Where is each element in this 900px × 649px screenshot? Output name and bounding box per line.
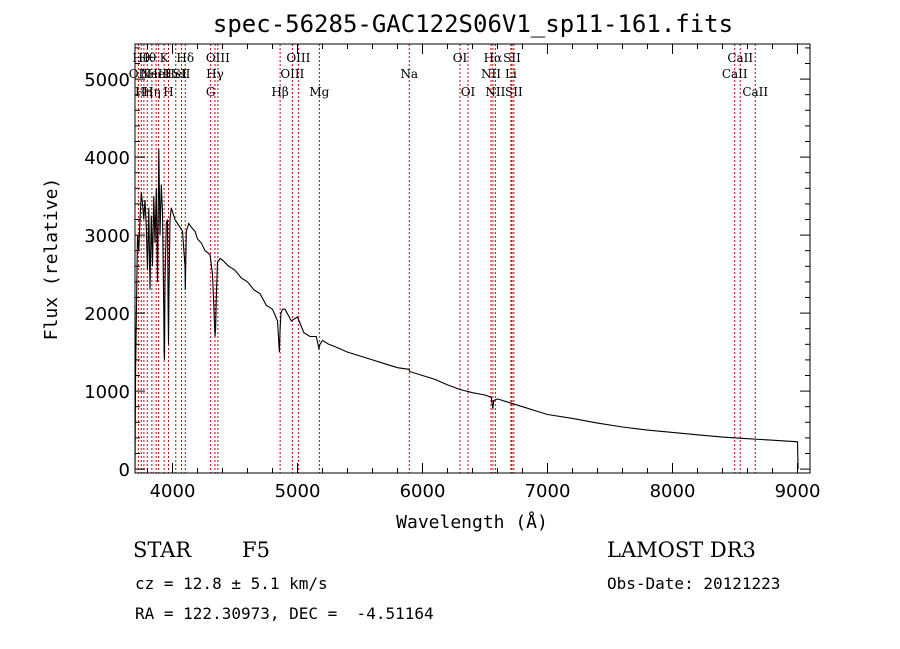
ra-dec-coordinates: RA = 122.30973, DEC = -4.51164 bbox=[135, 604, 434, 623]
y-tick-label: 1000 bbox=[84, 382, 130, 403]
line-label: OI bbox=[453, 51, 468, 65]
line-label: SII bbox=[503, 51, 521, 65]
x-tick-label: 5000 bbox=[275, 481, 321, 502]
line-label: OI bbox=[461, 85, 476, 99]
x-tick-label: 9000 bbox=[775, 481, 821, 502]
spectrum-line bbox=[134, 149, 799, 470]
object-subclass: F5 bbox=[242, 538, 270, 562]
line-label: Hθ bbox=[132, 51, 150, 65]
y-tick-label: 4000 bbox=[84, 148, 130, 169]
line-label: Mg bbox=[309, 85, 329, 99]
line-label: Hβ bbox=[271, 85, 288, 99]
line-label: Hα bbox=[484, 51, 503, 65]
line-label: K bbox=[160, 51, 170, 65]
plot-frame bbox=[134, 43, 811, 474]
line-label: Hη bbox=[143, 85, 161, 99]
line-label: H bbox=[163, 85, 173, 99]
x-tick-label: 6000 bbox=[400, 481, 446, 502]
emission-line-labels: OIIHθHηHθHηNeIIIHeIKHHeISIIHδGHγOIIIHβOI… bbox=[129, 51, 769, 99]
line-label: HeI bbox=[147, 67, 170, 81]
line-label: Hθ bbox=[138, 51, 156, 65]
line-label: OIII bbox=[286, 51, 310, 65]
y-axis-label: Flux (relative) bbox=[41, 178, 62, 341]
line-label: Na bbox=[400, 67, 418, 81]
plot-axes: 4000 5000 6000 7000 8000 9000 0 1000 2000 3000 400… bbox=[84, 43, 821, 502]
y-tick-label: 5000 bbox=[84, 70, 130, 91]
line-label: CaII bbox=[727, 51, 753, 65]
observation-date: Obs-Date: 20121223 bbox=[607, 574, 781, 593]
spectrum-series bbox=[134, 149, 799, 470]
line-label: G bbox=[206, 85, 216, 99]
line-label: Hδ bbox=[176, 51, 194, 65]
line-label: NII bbox=[485, 85, 505, 99]
line-label: OIII bbox=[280, 67, 304, 81]
x-tick-label: 7000 bbox=[525, 481, 571, 502]
line-label: Hγ bbox=[206, 67, 224, 81]
y-tick-label: 2000 bbox=[84, 304, 130, 325]
line-label: HeI bbox=[165, 67, 188, 81]
line-label: SII bbox=[173, 67, 191, 81]
line-label: Hη bbox=[135, 85, 153, 99]
line-label: CaII bbox=[742, 85, 768, 99]
x-tick-label: 8000 bbox=[650, 481, 696, 502]
x-tick-label: 4000 bbox=[150, 481, 196, 502]
line-label: NeIII bbox=[140, 67, 172, 81]
chart-title: spec-56285-GAC122S06V1_sp11-161.fits bbox=[213, 10, 733, 38]
line-label: SII bbox=[505, 85, 523, 99]
line-label: OII bbox=[129, 67, 149, 81]
object-class: STAR bbox=[133, 538, 192, 562]
y-tick-label: 3000 bbox=[84, 226, 130, 247]
line-label: Li bbox=[505, 67, 517, 81]
y-tick-label: 0 bbox=[119, 460, 130, 481]
redshift-velocity: cz = 12.8 ± 5.1 km/s bbox=[135, 574, 328, 593]
line-label: NII bbox=[481, 67, 501, 81]
emission-line-markers bbox=[137, 44, 756, 473]
line-label: OIII bbox=[206, 51, 230, 65]
line-label: CaII bbox=[722, 67, 748, 81]
survey-name: LAMOST DR3 bbox=[607, 538, 756, 562]
x-axis-label: Wavelength (Å) bbox=[396, 511, 548, 533]
